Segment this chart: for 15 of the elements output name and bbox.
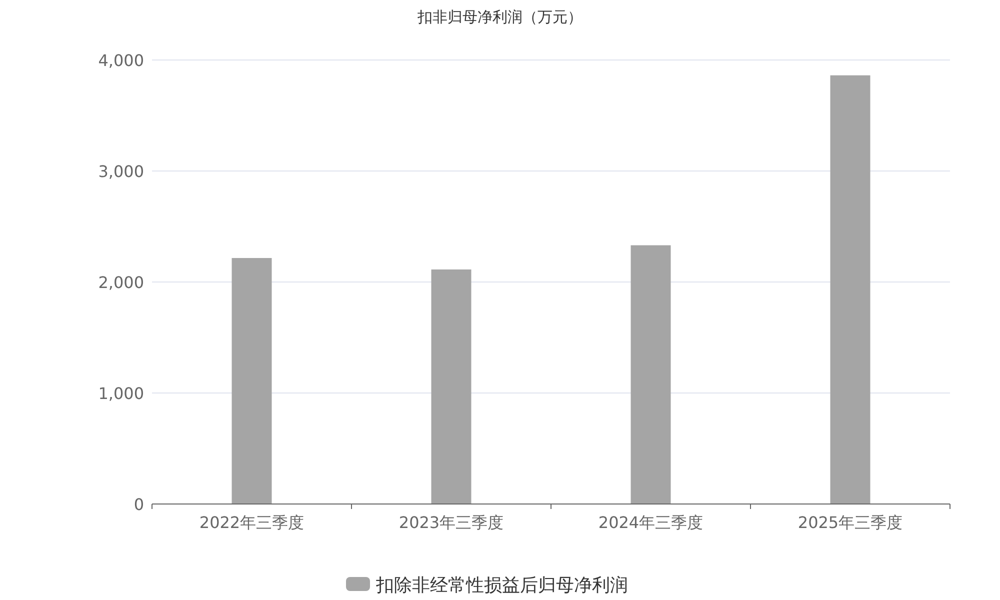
legend-label: 扣除非经常性损益后归母净利润 (375, 575, 628, 596)
y-tick-label: 4,000 (98, 51, 144, 70)
y-tick-label: 2,000 (98, 273, 144, 292)
y-tick-label: 0 (134, 495, 144, 514)
x-tick-label: 2023年三季度 (398, 513, 504, 532)
x-tick-label: 2022年三季度 (199, 513, 304, 532)
bar (830, 75, 870, 504)
y-tick-label: 1,000 (98, 384, 144, 403)
bar (431, 269, 472, 504)
x-tick-label: 2025年三季度 (798, 513, 903, 532)
chart-title: 扣非归母净利润（万元） (416, 8, 582, 26)
x-tick-label: 2024年三季度 (598, 513, 704, 532)
bar (630, 245, 671, 504)
y-tick-label: 3,000 (98, 162, 144, 181)
bar (232, 258, 272, 504)
